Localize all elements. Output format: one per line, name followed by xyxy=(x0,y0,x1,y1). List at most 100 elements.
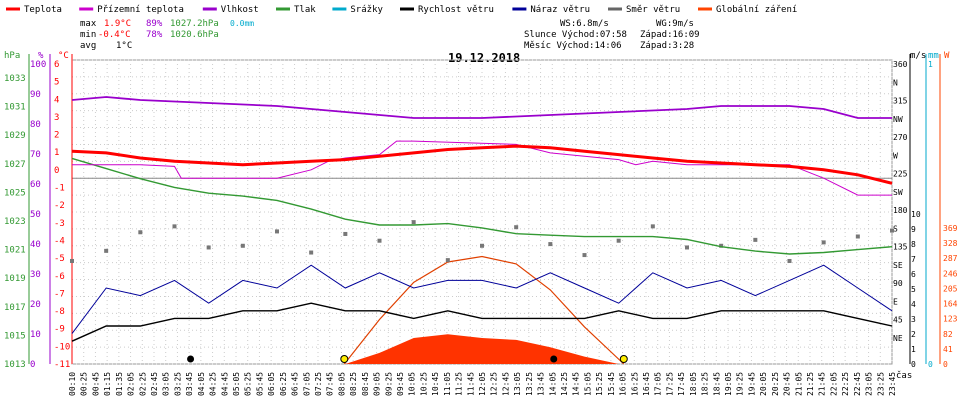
x-tick-15: 05:25 xyxy=(244,372,253,396)
hpa-tick-10: 1013 xyxy=(4,360,26,370)
x-tick-38: 13:05 xyxy=(513,372,522,396)
wind-dir-point-15 xyxy=(582,253,587,258)
x-tick-62: 21:05 xyxy=(794,372,803,396)
x-tick-58: 19:45 xyxy=(747,372,756,396)
temp-tick-12: -6 xyxy=(54,272,65,282)
x-tick-5: 02:05 xyxy=(127,372,136,396)
x-tick-10: 03:45 xyxy=(185,372,194,396)
w-tick-5: 164 xyxy=(943,300,958,309)
x-tick-65: 22:05 xyxy=(829,372,838,396)
marker-sunrise xyxy=(340,355,349,363)
dir-tick-7: SW xyxy=(893,188,903,197)
hpa-tick-0: 1033 xyxy=(4,74,26,84)
temp-tick-4: 2 xyxy=(54,131,59,141)
series-naraz-vetru xyxy=(71,264,893,334)
ms-tick-9: 1 xyxy=(911,345,916,354)
legend-label-3: Tlak xyxy=(294,5,316,15)
x-tick-28: 09:45 xyxy=(396,372,405,396)
x-tick-39: 13:25 xyxy=(525,372,534,396)
axes: 1033103110291027102510231021101910171015… xyxy=(4,54,958,370)
ms-tick-6: 4 xyxy=(911,300,916,309)
w-tick-6: 123 xyxy=(943,315,958,324)
dir-tick-11: SE xyxy=(893,261,903,270)
temp-tick-3: 3 xyxy=(54,113,59,123)
series-vlhkost xyxy=(71,96,892,119)
wind-dir-point-21 xyxy=(787,258,792,263)
x-tick-43: 14:45 xyxy=(572,372,581,396)
wind-dir-point-16 xyxy=(616,238,621,243)
ms-tick-5: 5 xyxy=(911,285,916,294)
hpa-tick-4: 1025 xyxy=(4,188,26,198)
axis-title-x: čas xyxy=(896,370,912,381)
chart-title: 19.12.2018 xyxy=(448,51,520,65)
mm-tick-0: 1 xyxy=(928,60,933,69)
x-ticks: 00:10 00:25 00:45 01:15 01:35 02:05 02:25 02:45… xyxy=(68,372,897,396)
x-tick-35: 12:05 xyxy=(478,372,487,396)
dir-tick-12: 90 xyxy=(893,279,903,288)
x-tick-68: 23:05 xyxy=(865,372,874,396)
ms-tick-10: 0 xyxy=(911,360,916,369)
x-tick-46: 15:45 xyxy=(607,372,616,396)
x-tick-4: 01:35 xyxy=(115,372,124,396)
pct-tick-8: 20 xyxy=(30,300,41,310)
x-tick-49: 16:45 xyxy=(642,372,651,396)
pct-tick-0: 100 xyxy=(30,60,46,70)
wind-dir-point-22 xyxy=(821,240,826,245)
x-tick-67: 22:45 xyxy=(853,372,862,396)
x-tick-70: 23:45 xyxy=(888,372,897,396)
hpa-tick-2: 1029 xyxy=(4,131,26,141)
dir-tick-8: 180 xyxy=(893,206,908,215)
axis-title-pct: % xyxy=(38,51,44,61)
x-tick-60: 20:25 xyxy=(771,372,780,396)
temp-tick-16: -10 xyxy=(54,342,70,352)
x-tick-50: 17:05 xyxy=(654,372,663,396)
info-wg: WG:9m/s xyxy=(656,19,694,29)
temp-tick-9: -3 xyxy=(54,219,65,229)
ms-tick-8: 2 xyxy=(911,330,916,339)
pct-tick-1: 90 xyxy=(30,90,41,100)
x-tick-63: 21:25 xyxy=(806,372,815,396)
x-tick-7: 02:45 xyxy=(150,372,159,396)
w-tick-0: 369 xyxy=(943,224,958,233)
stat-max-press: 1027.2hPa xyxy=(170,19,219,29)
stat-max-hum: 89% xyxy=(146,19,163,29)
temp-tick-15: -9 xyxy=(54,325,65,335)
marker-moonrise xyxy=(550,355,558,363)
x-tick-18: 06:25 xyxy=(279,372,288,396)
plot-area xyxy=(70,96,894,365)
pct-tick-5: 50 xyxy=(30,210,41,220)
dir-tick-6: 225 xyxy=(893,170,908,179)
x-tick-34: 11:45 xyxy=(466,372,475,396)
x-tick-61: 20:45 xyxy=(783,372,792,396)
x-tick-40: 13:45 xyxy=(537,372,546,396)
temp-tick-11: -5 xyxy=(54,254,65,264)
temp-tick-6: 0 xyxy=(54,166,59,176)
legend-label-6: Náraz větru xyxy=(530,5,590,15)
x-tick-26: 09:05 xyxy=(373,372,382,396)
series-radiace-teoreticka xyxy=(343,255,625,365)
x-tick-53: 18:05 xyxy=(689,372,698,396)
ms-tick-2: 8 xyxy=(911,240,916,249)
wind-dir-point-8 xyxy=(343,231,348,236)
x-tick-36: 12:25 xyxy=(490,372,499,396)
legend-label-2: Vlhkost xyxy=(221,5,259,15)
x-tick-47: 16:05 xyxy=(619,372,628,396)
temp-tick-1: 5 xyxy=(54,78,59,88)
x-tick-2: 00:45 xyxy=(91,372,100,396)
w-tick-3: 246 xyxy=(943,269,958,278)
dir-tick-13: E xyxy=(893,297,898,306)
w-tick-7: 82 xyxy=(943,330,953,339)
w-tick-2: 287 xyxy=(943,254,958,263)
dir-tick-9: S xyxy=(893,224,898,233)
dir-tick-1: N xyxy=(893,78,898,87)
info-moonset: Západ:3:28 xyxy=(640,41,694,51)
wind-dir-point-0 xyxy=(70,258,74,263)
info-sunset: Západ:16:09 xyxy=(640,30,700,40)
x-tick-51: 17:25 xyxy=(665,372,674,396)
pct-tick-3: 70 xyxy=(30,150,41,160)
temp-tick-17: -11 xyxy=(54,360,70,370)
pct-tick-10: 0 xyxy=(30,360,35,370)
wind-dir-point-3 xyxy=(172,224,177,229)
w-tick-9: 0 xyxy=(943,360,948,369)
